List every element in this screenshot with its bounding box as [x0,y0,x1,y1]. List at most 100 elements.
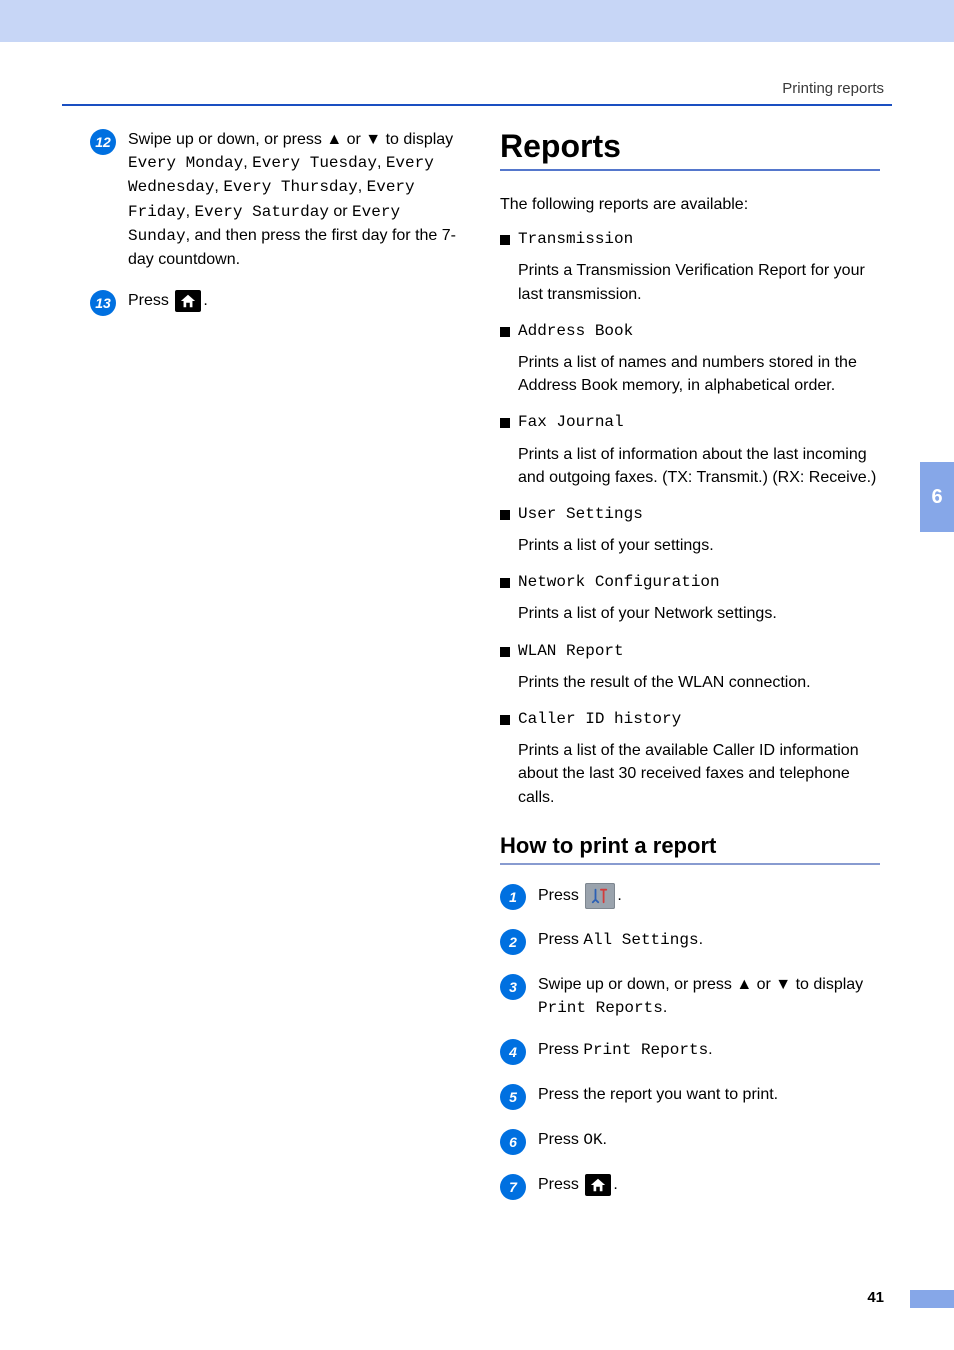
report-item-user-settings: User Settings Prints a list of your sett… [500,503,880,557]
section-heading: Reports [500,128,880,165]
step-body: Press . [538,1173,880,1196]
text: . [708,1041,712,1058]
text: . [603,1131,607,1148]
text: , [243,154,252,171]
text: , [377,154,386,171]
intro-text: The following reports are available: [500,193,880,216]
step-body: Swipe up or down, or press ▲ or ▼ to dis… [128,128,458,271]
text: , [214,178,223,195]
square-bullet-icon [500,578,510,588]
report-label: Caller ID history [518,708,681,731]
step-12: 12 Swipe up or down, or press ▲ or ▼ to … [90,128,458,271]
report-desc: Prints a list of your Network settings. [518,602,880,625]
text: Press [538,887,583,904]
report-label: Transmission [518,228,633,251]
report-item-caller-id: Caller ID history Prints a list of the a… [500,708,880,809]
subsection-rule [500,863,880,865]
report-item-network-config: Network Configuration Prints a list of y… [500,571,880,625]
step-number-circle: 12 [90,129,116,155]
text: Swipe up or down, or press [538,976,736,993]
text: . [203,292,207,309]
report-desc: Prints a list of names and numbers store… [518,351,880,397]
text: , [186,203,195,220]
code: OK [583,1131,602,1149]
arrow-down-icon: ▼ [365,131,381,148]
home-icon [585,1174,611,1196]
report-item-address-book: Address Book Prints a list of names and … [500,320,880,398]
step-number-circle: 2 [500,929,526,955]
arrow-up-icon: ▲ [736,976,752,993]
report-label: User Settings [518,503,643,526]
report-item-fax-journal: Fax Journal Prints a list of information… [500,411,880,489]
step-number-circle: 1 [500,884,526,910]
step-number-circle: 5 [500,1084,526,1110]
text: Press [538,931,583,948]
howto-step-6: 6 Press OK. [500,1128,880,1155]
square-bullet-icon [500,510,510,520]
report-label: Fax Journal [518,411,624,434]
step-body: Press OK. [538,1128,880,1152]
howto-step-5: 5 Press the report you want to print. [500,1083,880,1110]
report-desc: Prints a list of the available Caller ID… [518,739,880,809]
report-desc: Prints a list of information about the l… [518,443,880,489]
square-bullet-icon [500,647,510,657]
howto-step-7: 7 Press . [500,1173,880,1200]
step-body: Press All Settings. [538,928,880,952]
report-label: WLAN Report [518,640,624,663]
square-bullet-icon [500,418,510,428]
code: Every Tuesday [252,154,377,172]
step-number-circle: 3 [500,974,526,1000]
section-rule [500,169,880,171]
right-column: Reports The following reports are availa… [500,128,880,1218]
text: Press [128,292,173,309]
text: . [617,887,621,904]
step-number-circle: 4 [500,1039,526,1065]
text: . [699,931,703,948]
running-head: Printing reports [782,80,884,97]
code: Every Saturday [195,203,329,221]
home-icon [175,290,201,312]
arrow-down-icon: ▼ [775,976,791,993]
arrow-up-icon: ▲ [326,131,342,148]
text: Swipe up or down, or press [128,131,326,148]
step-body: Press . [538,883,880,909]
code: Every Thursday [223,178,357,196]
left-column: 12 Swipe up or down, or press ▲ or ▼ to … [90,128,458,334]
text: . [663,999,667,1016]
step-number-circle: 6 [500,1129,526,1155]
report-desc: Prints a Transmission Verification Repor… [518,259,880,305]
text: Press [538,1131,583,1148]
howto-step-4: 4 Press Print Reports. [500,1038,880,1065]
square-bullet-icon [500,715,510,725]
code: Print Reports [583,1041,708,1059]
page-number: 41 [867,1289,884,1306]
step-body: Press . [128,289,458,312]
step-body: Press Print Reports. [538,1038,880,1062]
text: . [613,1176,617,1193]
report-item-wlan-report: WLAN Report Prints the result of the WLA… [500,640,880,694]
chapter-tab: 6 [920,462,954,532]
report-item-transmission: Transmission Prints a Transmission Verif… [500,228,880,306]
text: or [752,976,775,993]
report-label: Network Configuration [518,571,720,594]
report-desc: Prints a list of your settings. [518,534,880,557]
header-rule [62,104,892,106]
step-13: 13 Press . [90,289,458,316]
step-body: Swipe up or down, or press ▲ or ▼ to dis… [538,973,880,1020]
step-number-circle: 13 [90,290,116,316]
howto-step-1: 1 Press . [500,883,880,910]
text: or [329,203,352,220]
square-bullet-icon [500,327,510,337]
top-band [0,0,954,42]
howto-step-2: 2 Press All Settings. [500,928,880,955]
report-desc: Prints the result of the WLAN connection… [518,671,880,694]
subsection-heading: How to print a report [500,833,880,859]
text: Press [538,1176,583,1193]
howto-step-3: 3 Swipe up or down, or press ▲ or ▼ to d… [500,973,880,1020]
page-corner [910,1290,954,1308]
code: All Settings [583,931,698,949]
square-bullet-icon [500,235,510,245]
text: to display [791,976,863,993]
settings-tools-icon [585,883,615,909]
step-body: Press the report you want to print. [538,1083,880,1106]
